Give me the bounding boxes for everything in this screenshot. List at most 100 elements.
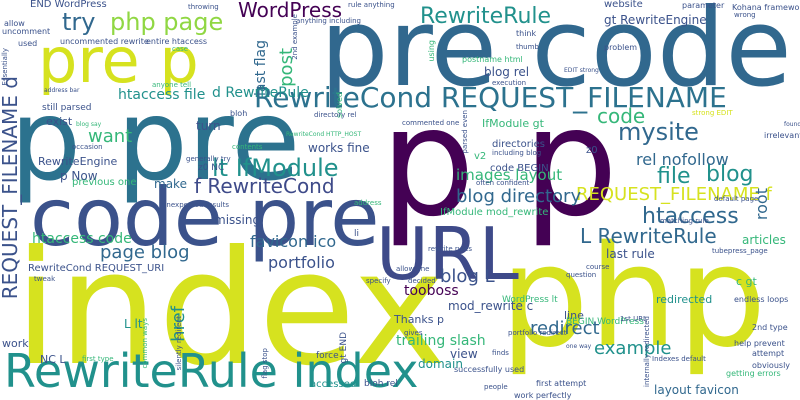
word-line: line xyxy=(564,309,584,322)
word-page-blog: page blog xyxy=(100,242,190,263)
word-blog: blog xyxy=(706,162,754,187)
word-finds: finds xyxy=(492,349,509,357)
word-example: example xyxy=(594,338,672,359)
word-used: used xyxy=(18,39,38,48)
word-end-wordpress: END WordPress xyxy=(30,0,107,10)
word-blog-l: blog L xyxy=(440,266,495,287)
word-irrelevant: irrelevant xyxy=(764,131,800,140)
word-contents: contents xyxy=(232,143,263,151)
word-work-perfectly: work perfectly xyxy=(514,391,572,400)
word-index: index xyxy=(14,217,447,400)
word-anything-including: anything including xyxy=(296,17,361,25)
word-unexpected-results: unexpected results xyxy=(162,201,229,209)
word-think: think xyxy=(516,29,537,38)
word-missing: missing xyxy=(214,213,261,227)
word-previous-one: previous one xyxy=(72,177,137,188)
word-address-bar: address bar xyxy=(44,87,80,94)
word-entire-htaccess: entire htaccess xyxy=(146,37,208,46)
word-common-ways: common ways xyxy=(141,318,149,369)
word-rule-anything: rule anything xyxy=(348,1,395,9)
word-code-begin: code BEGIN xyxy=(490,163,549,174)
word-rewriterule: RewriteRule xyxy=(420,4,552,29)
word-often-confident: often confident xyxy=(476,179,530,187)
word-using: using xyxy=(427,40,436,62)
word-code: code xyxy=(597,104,646,128)
word-help-prevent: help prevent xyxy=(734,339,785,348)
word-rewritecond-http-host: RewriteCond HTTP_HOST xyxy=(286,131,362,138)
word-blog-directory: blog directory xyxy=(456,186,582,207)
word-make: make xyxy=(154,177,187,191)
word-blog-say: blog say xyxy=(76,121,102,128)
word-directories: directories xyxy=(492,139,545,150)
word-gt-rewriteengine: gt RewriteEngine xyxy=(604,13,707,27)
word-wordpress: WordPress xyxy=(238,0,343,22)
word-p-pre: p pre xyxy=(10,76,301,206)
word-matching-rule: matching rule xyxy=(660,217,709,225)
word-successfully-used: successfully used xyxy=(454,365,525,374)
word-kohana-framework: Kohana framework xyxy=(732,3,800,12)
word-v2: v2 xyxy=(474,151,487,162)
word-htaccess-code: htaccess code xyxy=(32,231,132,247)
word-trailing-slash: trailing slash xyxy=(396,333,486,349)
word-f-rewritecond: f RewriteCond xyxy=(194,174,335,198)
word-l-lt: L lt xyxy=(124,317,143,331)
word-ifmodule-mod-rewrite: IfModule mod_rewrite xyxy=(440,207,549,218)
word-question: question xyxy=(566,271,597,279)
word-mysite: mysite xyxy=(618,118,699,146)
word-gives: gives xyxy=(404,329,423,337)
word-execution: execution xyxy=(492,79,527,87)
word-website: website xyxy=(604,0,643,10)
word-php-page: php page xyxy=(110,8,224,36)
word-root: root xyxy=(752,188,771,221)
word-throwing: throwing xyxy=(188,3,219,11)
word-tweak: tweak xyxy=(34,275,56,283)
word-articles: articles xyxy=(742,233,786,247)
word-z0-nc: z0 NC xyxy=(198,163,225,173)
word-problem: problem xyxy=(604,43,638,52)
word-edit-strong: EDIT strong xyxy=(564,67,599,74)
word-htaccess-file: htaccess file xyxy=(118,87,206,103)
word-begin-wordpress: BEGIN WordPress xyxy=(566,317,644,327)
word-php: php xyxy=(500,216,767,379)
word-d-rewriterule: d RewriteRule xyxy=(212,85,309,101)
word-works-fine: works fine xyxy=(308,141,370,155)
word-essentially: Essentially xyxy=(1,48,9,86)
word-li: li xyxy=(354,229,360,239)
word-blog-rel: blog rel xyxy=(484,65,530,79)
word-bloh: bloh xyxy=(230,109,248,118)
word-allow-one: allow one xyxy=(396,265,430,273)
word-endless-loops: endless loops xyxy=(734,295,789,304)
word-work: work xyxy=(2,337,29,350)
word-want: want xyxy=(88,126,133,147)
word-z0: z0 xyxy=(586,145,598,156)
word-nc-l: NC L xyxy=(40,353,66,366)
word-rewriterule-index: RewriteRule index xyxy=(4,344,419,398)
word-generally-try: generally try xyxy=(186,155,231,163)
word-anyone-tell: anyone tell xyxy=(152,81,192,89)
word-2nd-type: 2nd type xyxy=(752,323,788,332)
word-tubepress-page: tubepress_page xyxy=(712,247,768,255)
word-indexes-default: Indexes default xyxy=(652,355,706,363)
word-obviously: obviously xyxy=(752,361,791,370)
word-tooboss: tooboss xyxy=(404,283,459,299)
word-code-pre: code pre xyxy=(30,171,380,264)
word-including-blog: including blog xyxy=(492,149,542,157)
word-address: address xyxy=(354,199,382,207)
word-first-type: first type xyxy=(82,355,114,363)
word-layout-favicon: layout favicon xyxy=(654,383,739,397)
word-one-way: one way xyxy=(566,343,592,350)
word-thanks-p: Thanks p xyxy=(394,313,444,326)
word-ifmodule-gt: IfModule gt xyxy=(482,117,544,130)
word-turn: turn xyxy=(196,119,221,133)
word-pre-code: pre code xyxy=(320,0,792,111)
word-c-gt: c gt xyxy=(736,275,757,288)
word-attempt: attempt xyxy=(752,349,785,358)
word-l-rewriterule: L RewriteRule xyxy=(580,224,717,248)
word-rewrite-rules: rewrite rules xyxy=(428,245,473,253)
word-wrong: wrong xyxy=(734,11,756,19)
word-p-now: p Now xyxy=(60,169,98,183)
word-rewritecond-request-filename: RewriteCond REQUEST_FILENAME xyxy=(254,81,727,114)
word-redirect: redirect xyxy=(530,318,600,339)
word-portfolio-redirect: portfolio redirect xyxy=(508,329,567,337)
word-uncommented-rewrite: uncommented rewrite xyxy=(60,37,149,46)
